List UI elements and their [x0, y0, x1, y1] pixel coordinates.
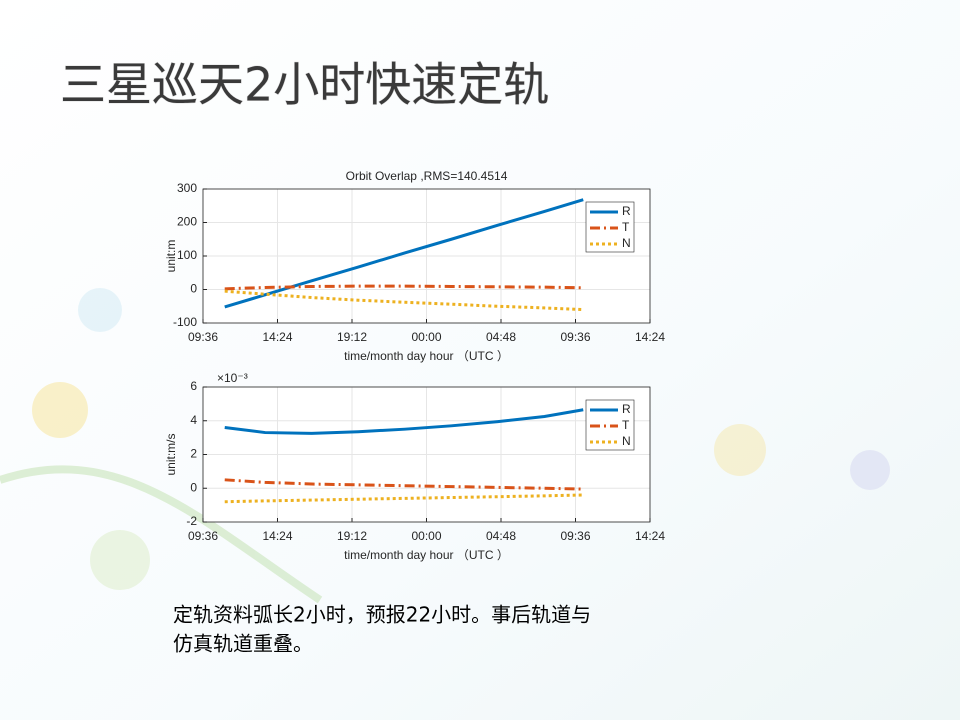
x-axis-label: time/month day hour （UTC ） [344, 349, 509, 363]
y-tick-label: 2 [190, 447, 197, 461]
x-tick-label: 04:48 [486, 529, 516, 543]
legend-label: N [622, 236, 631, 250]
x-tick-label: 09:36 [188, 529, 218, 543]
x-tick-label: 00:00 [411, 330, 441, 344]
legend-label: R [622, 402, 631, 416]
y-tick-label: -2 [186, 514, 197, 528]
y-tick-label: 0 [190, 480, 197, 494]
series-line [224, 198, 584, 309]
legend-label: T [622, 418, 630, 432]
y-tick-label: 300 [177, 181, 197, 195]
series-line [224, 493, 584, 504]
x-tick-label: 14:24 [262, 330, 292, 344]
legend-label: R [622, 204, 631, 218]
chart-title: Orbit Overlap ,RMS=140.4514 [346, 169, 508, 183]
y-axis-label: unit:m [164, 240, 178, 273]
caption-line: 仿真轨道重叠。 [173, 632, 313, 656]
series-line [224, 478, 584, 491]
x-axis-label: time/month day hour （UTC ） [344, 548, 509, 562]
x-tick-label: 04:48 [486, 330, 516, 344]
x-tick-label: 09:36 [560, 330, 590, 344]
series-line [224, 284, 584, 291]
y-tick-label: 100 [177, 248, 197, 262]
x-tick-label: 00:00 [411, 529, 441, 543]
series-line [224, 289, 584, 312]
y-axis-label: unit:m/s [164, 433, 178, 475]
x-tick-label: 09:36 [560, 529, 590, 543]
exponent-label: ×10⁻³ [217, 371, 248, 385]
y-tick-label: 6 [190, 379, 197, 393]
y-tick-label: 0 [190, 282, 197, 296]
decoration [0, 288, 890, 604]
x-tick-label: 09:36 [188, 330, 218, 344]
legend-label: N [622, 434, 631, 448]
y-tick-label: 4 [190, 413, 197, 427]
x-tick-label: 14:24 [635, 330, 665, 344]
axes-box [202, 386, 651, 523]
legend-label: T [622, 220, 630, 234]
axes-box [202, 188, 651, 324]
x-tick-label: 14:24 [635, 529, 665, 543]
series-line [224, 408, 584, 435]
x-tick-label: 19:12 [337, 529, 367, 543]
y-tick-label: 200 [177, 215, 197, 229]
y-tick-label: -100 [173, 315, 197, 329]
x-tick-label: 14:24 [262, 529, 292, 543]
x-tick-label: 19:12 [337, 330, 367, 344]
slide-title: 三星巡天2小时快速定轨 [60, 58, 549, 112]
caption-line: 定轨资料弧长2小时，预报22小时。事后轨道与 [173, 603, 591, 627]
